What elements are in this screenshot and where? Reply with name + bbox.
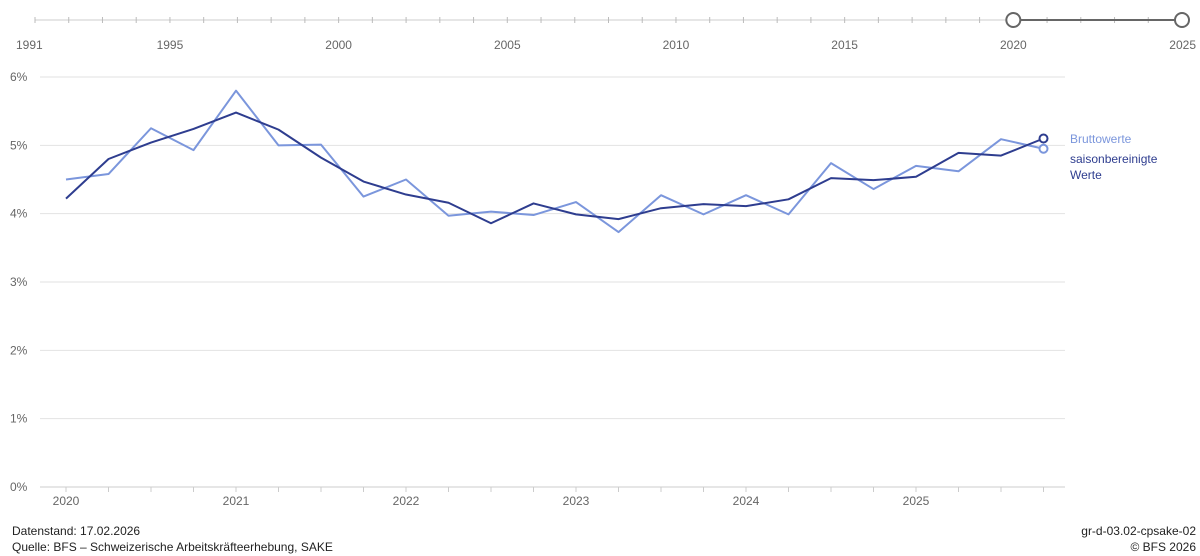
y-tick-label: 0% [10, 480, 28, 494]
chart-series[interactable] [65, 89, 1049, 234]
copyright: © BFS 2026 [1130, 540, 1196, 554]
series-end-marker[interactable] [1038, 133, 1049, 144]
chart-legend[interactable]: Bruttowerte saisonbereinigte Werte [1070, 132, 1158, 182]
slider-tick-label: 2015 [831, 38, 858, 52]
x-tick-label: 2022 [393, 494, 420, 508]
slider-tick-label: 1991 [16, 38, 43, 52]
legend-bruttowerte[interactable]: Bruttowerte [1070, 132, 1132, 146]
x-tick-label: 2025 [903, 494, 930, 508]
slider-tick-label: 2020 [1000, 38, 1027, 52]
slider-tick-label: 1995 [157, 38, 184, 52]
x-axis: 2020 2021 2022 2023 2024 2025 [53, 487, 1044, 508]
y-axis: 0% 1% 2% 3% 4% 5% 6% [10, 70, 28, 494]
series-line-bruttowerte[interactable] [65, 89, 1044, 234]
unemployment-chart: 1991 1995 2000 2005 2010 2015 2020 2025 0% 1% 2% 3… [10, 12, 1196, 508]
x-tick-label: 2020 [53, 494, 80, 508]
chart-code: gr-d-03.02-cpsake-02 [1081, 524, 1196, 538]
x-tick-label: 2024 [733, 494, 760, 508]
y-tick-label: 2% [10, 343, 28, 357]
source-note: Quelle: BFS – Schweizerische Arbeitskräf… [12, 540, 333, 554]
series-line-saisonbereinigt[interactable] [65, 111, 1044, 225]
x-tick-label: 2023 [563, 494, 590, 508]
x-tick-label: 2021 [223, 494, 250, 508]
slider-tick-label: 2005 [494, 38, 521, 52]
series-end-marker[interactable] [1038, 143, 1049, 154]
y-tick-label: 1% [10, 412, 28, 426]
footer-source: Datenstand: 17.02.2026 Quelle: BFS – Sch… [12, 523, 333, 555]
y-tick-label: 4% [10, 207, 28, 221]
slider-tick-label: 2025 [1169, 38, 1196, 52]
slider-end-handle[interactable] [1174, 12, 1190, 28]
data-date: Datenstand: 17.02.2026 [12, 524, 141, 538]
y-tick-label: 6% [10, 70, 28, 84]
slider-start-handle[interactable] [1005, 12, 1022, 28]
chart-grid [40, 76, 1065, 488]
y-tick-label: 3% [10, 275, 28, 289]
time-range-slider[interactable]: 1991 1995 2000 2005 2010 2015 2020 2025 [16, 12, 1196, 52]
y-tick-label: 5% [10, 138, 28, 152]
legend-saisonbereinigt-line1[interactable]: saisonbereinigte [1070, 152, 1158, 166]
footer-credits: gr-d-03.02-cpsake-02 © BFS 2026 [1081, 523, 1196, 555]
legend-saisonbereinigt-line2[interactable]: Werte [1070, 168, 1102, 182]
slider-tick-label: 2000 [325, 38, 352, 52]
slider-tick-label: 2010 [663, 38, 690, 52]
